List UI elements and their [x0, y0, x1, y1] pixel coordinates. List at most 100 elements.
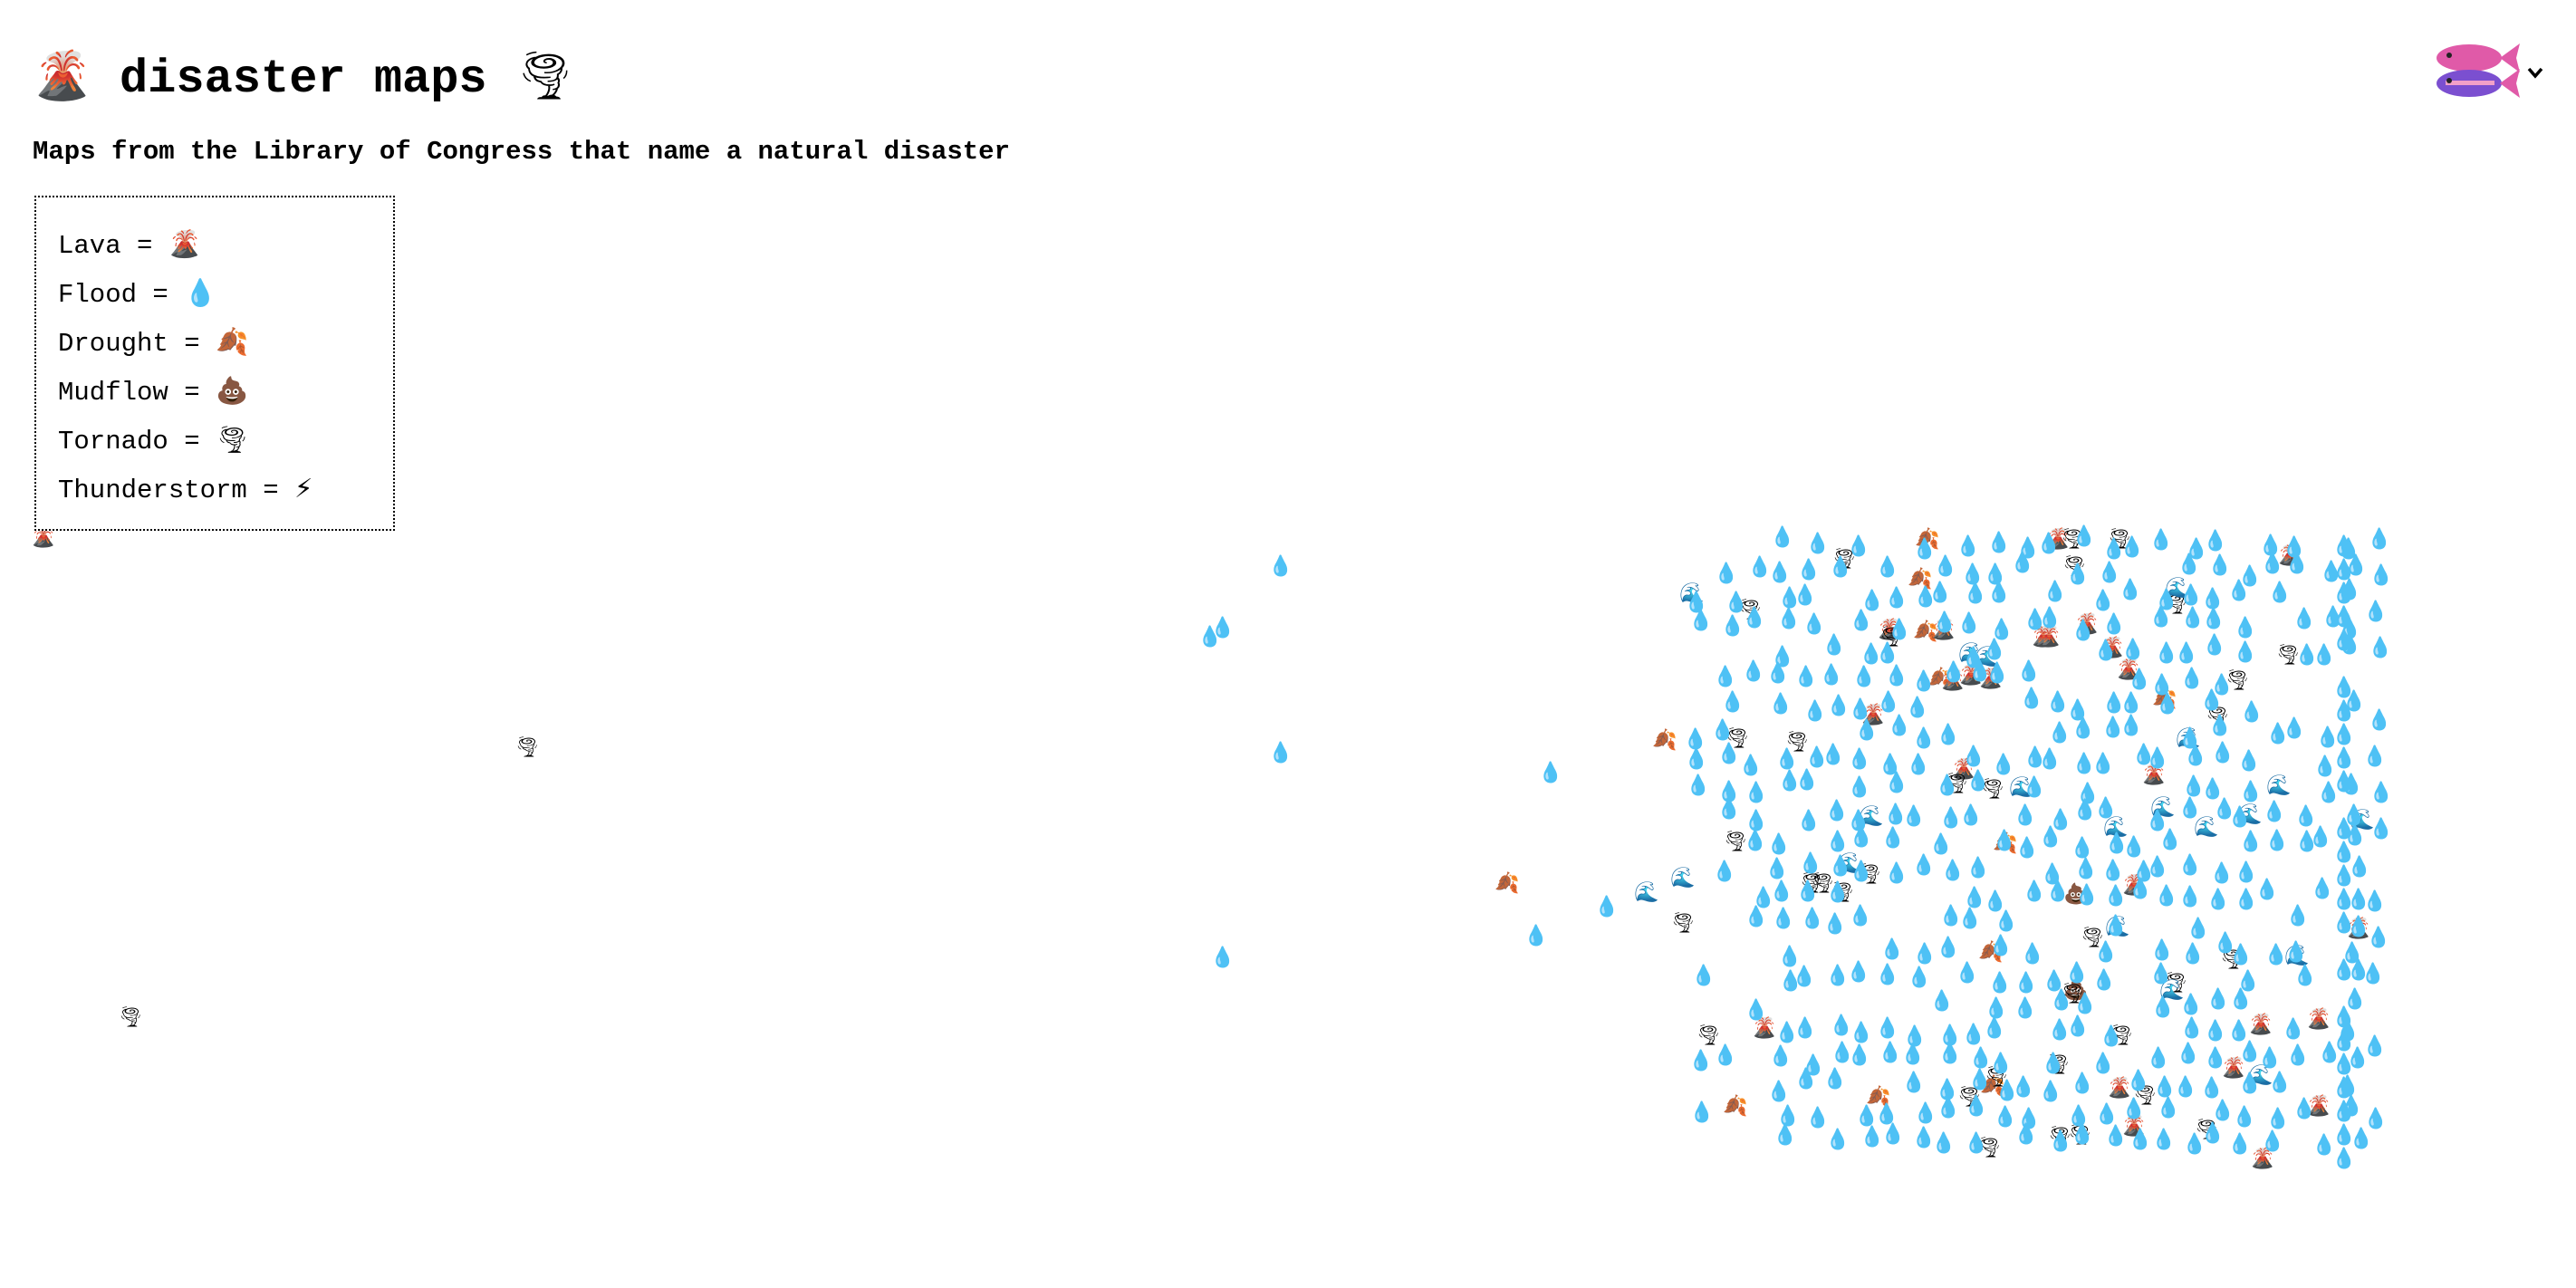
map-marker-flood[interactable]: 💧	[1792, 965, 1816, 988]
map-marker-flood[interactable]: 💧	[2260, 552, 2284, 575]
map-marker-tornado[interactable]: 🌪	[1944, 773, 1969, 795]
map-marker-flood[interactable]: 💧	[2047, 1018, 2071, 1042]
map-marker-tornado[interactable]: 🌪	[1879, 626, 1904, 649]
map-marker-flood[interactable]: 💧	[1874, 1102, 1898, 1126]
map-marker-flood[interactable]: 💧	[2101, 691, 2126, 715]
map-marker-drought[interactable]: 🍂	[1866, 1085, 1890, 1109]
map-marker-flood[interactable]: 💧	[2178, 583, 2203, 607]
map-marker-flood[interactable]: 💧	[1594, 895, 1619, 918]
map-marker-lava[interactable]: 🌋	[2346, 917, 2370, 940]
map-marker-flood[interactable]: 💧	[2126, 1069, 2150, 1092]
map-marker-flood[interactable]: 💧	[1744, 809, 1768, 832]
map-marker-flood[interactable]: 💧	[1967, 659, 1992, 683]
map-marker-flood[interactable]: 💧	[2335, 1019, 2360, 1043]
map-marker-flood[interactable]: 💧	[2342, 823, 2367, 847]
map-marker-tornado[interactable]: 🌪	[2045, 1053, 2071, 1076]
map-marker-tornado[interactable]: 🌪	[2067, 1124, 2092, 1147]
map-marker-flood[interactable]: 💧	[2075, 782, 2100, 805]
map-marker-flood[interactable]: 💧	[2331, 582, 2356, 605]
map-marker-flood[interactable]: 💧	[2227, 1132, 2252, 1156]
map-marker-flood[interactable]: 💧	[2040, 862, 2064, 886]
map-marker-flood[interactable]: 💧	[1802, 699, 1827, 723]
map-marker-flood[interactable]: 💧	[2237, 1072, 2262, 1095]
map-marker-lava[interactable]: 🌋	[2250, 1147, 2274, 1170]
map-marker-tornado[interactable]: 🌪	[1857, 863, 1882, 886]
map-marker-flood[interactable]: 💧	[1875, 1016, 1899, 1040]
map-marker-flood[interactable]: 💧	[2209, 861, 2234, 885]
map-marker-wave[interactable]: 🌊	[2284, 944, 2309, 967]
map-marker-flood[interactable]: 💧	[2310, 877, 2334, 900]
map-marker-flood[interactable]: 💧	[2337, 578, 2361, 601]
map-marker-flood[interactable]: 💧	[2331, 817, 2356, 841]
map-marker-flood[interactable]: 💧	[1197, 625, 1222, 649]
map-marker-lava[interactable]: 🌋	[1877, 618, 1901, 641]
map-marker-tornado[interactable]: 🌪	[1799, 872, 1824, 895]
map-marker-flood[interactable]: 💧	[2239, 700, 2264, 724]
map-marker-flood[interactable]: 💧	[1875, 963, 1899, 986]
map-marker-tornado[interactable]: 🌪	[2163, 593, 2188, 616]
map-marker-flood[interactable]: 💧	[2016, 659, 2041, 683]
map-marker-flood[interactable]: 💧	[2199, 1076, 2224, 1100]
map-marker-flood[interactable]: 💧	[2366, 926, 2390, 949]
map-marker-flood[interactable]: 💧	[1935, 1078, 1959, 1101]
map-marker-flood[interactable]: 💧	[1684, 591, 1708, 614]
map-marker-flood[interactable]: 💧	[2319, 560, 2343, 583]
map-marker-flood[interactable]: 💧	[2337, 617, 2361, 640]
map-marker-flood[interactable]: 💧	[2345, 1046, 2369, 1070]
map-marker-flood[interactable]: 💧	[1962, 886, 1986, 909]
map-marker-wave[interactable]: 🌊	[1958, 641, 1983, 665]
map-marker-flood[interactable]: 💧	[1777, 586, 1802, 610]
map-marker-flood[interactable]: 💧	[2154, 884, 2178, 908]
map-marker-flood[interactable]: 💧	[1854, 1104, 1879, 1128]
map-marker-flood[interactable]: 💧	[1523, 924, 1548, 947]
map-marker-flood[interactable]: 💧	[2065, 698, 2090, 722]
map-marker-flood[interactable]: 💧	[2131, 860, 2156, 883]
map-marker-flood[interactable]: 💧	[1961, 646, 1985, 669]
map-marker-tornado[interactable]: 🌪	[1723, 831, 1748, 853]
map-marker-flood[interactable]: 💧	[1775, 1104, 1800, 1128]
map-marker-flood[interactable]: 💧	[2100, 716, 2125, 739]
map-marker-flood[interactable]: 💧	[2335, 1074, 2360, 1098]
map-marker-flood[interactable]: 💧	[1738, 754, 1763, 777]
map-marker-flood[interactable]: 💧	[2149, 673, 2174, 697]
map-marker-wave[interactable]: 🌊	[2350, 808, 2374, 831]
map-marker-flood[interactable]: 💧	[1268, 741, 1293, 764]
map-marker-tornado[interactable]: 🌪	[2225, 669, 2250, 692]
map-marker-flood[interactable]: 💧	[1878, 1041, 1902, 1064]
map-marker-flood[interactable]: 💧	[2177, 553, 2201, 576]
map-marker-flood[interactable]: 💧	[2091, 589, 2115, 612]
map-marker-flood[interactable]: 💧	[1911, 853, 1936, 877]
map-marker-drought[interactable]: 🍂	[1495, 871, 1519, 895]
map-marker-flood[interactable]: 💧	[1992, 829, 2016, 852]
map-marker-flood[interactable]: 💧	[2331, 770, 2356, 793]
map-marker-lava[interactable]: 🌋	[2306, 1094, 2331, 1118]
map-marker-tornado[interactable]: 🌪	[2047, 1126, 2072, 1149]
map-marker-flood[interactable]: 💧	[2015, 536, 2040, 560]
map-marker-lava[interactable]: 🌋	[1860, 703, 1885, 726]
map-marker-lava[interactable]: 🌋	[2074, 612, 2099, 636]
map-marker-flood[interactable]: 💧	[2341, 689, 2366, 713]
map-marker-tornado[interactable]: 🌪	[1725, 727, 1750, 750]
map-marker-flood[interactable]: 💧	[1878, 753, 1902, 776]
map-marker-flood[interactable]: 💧	[1805, 532, 1830, 555]
map-marker-flood[interactable]: 💧	[2019, 687, 2043, 710]
map-marker-flood[interactable]: 💧	[1913, 585, 1937, 609]
map-marker-flood[interactable]: 💧	[2201, 607, 2225, 630]
map-marker-flood[interactable]: 💧	[2121, 835, 2146, 859]
map-marker-drought[interactable]: 🍂	[1652, 728, 1677, 752]
map-marker-flood[interactable]: 💧	[1847, 775, 1871, 799]
map-marker-flood[interactable]: 💧	[1936, 1096, 1960, 1120]
map-marker-lava[interactable]: 🌋	[2277, 543, 2302, 567]
map-marker-flood[interactable]: 💧	[2073, 857, 2098, 880]
map-marker-flood[interactable]: 💧	[2200, 777, 2225, 801]
map-marker-flood[interactable]: 💧	[2369, 817, 2393, 841]
map-marker-flood[interactable]: 💧	[1770, 525, 1794, 549]
map-marker-flood[interactable]: 💧	[2228, 943, 2253, 966]
map-marker-wave[interactable]: 🌊	[2159, 978, 2184, 1002]
map-marker-flood[interactable]: 💧	[2203, 529, 2227, 553]
map-marker-flood[interactable]: 💧	[1822, 912, 1847, 936]
map-marker-flood[interactable]: 💧	[1955, 961, 1979, 985]
map-marker-flood[interactable]: 💧	[2177, 726, 2202, 750]
map-marker-lava[interactable]: 🌋	[2141, 763, 2166, 786]
map-marker-flood[interactable]: 💧	[2099, 1024, 2123, 1048]
